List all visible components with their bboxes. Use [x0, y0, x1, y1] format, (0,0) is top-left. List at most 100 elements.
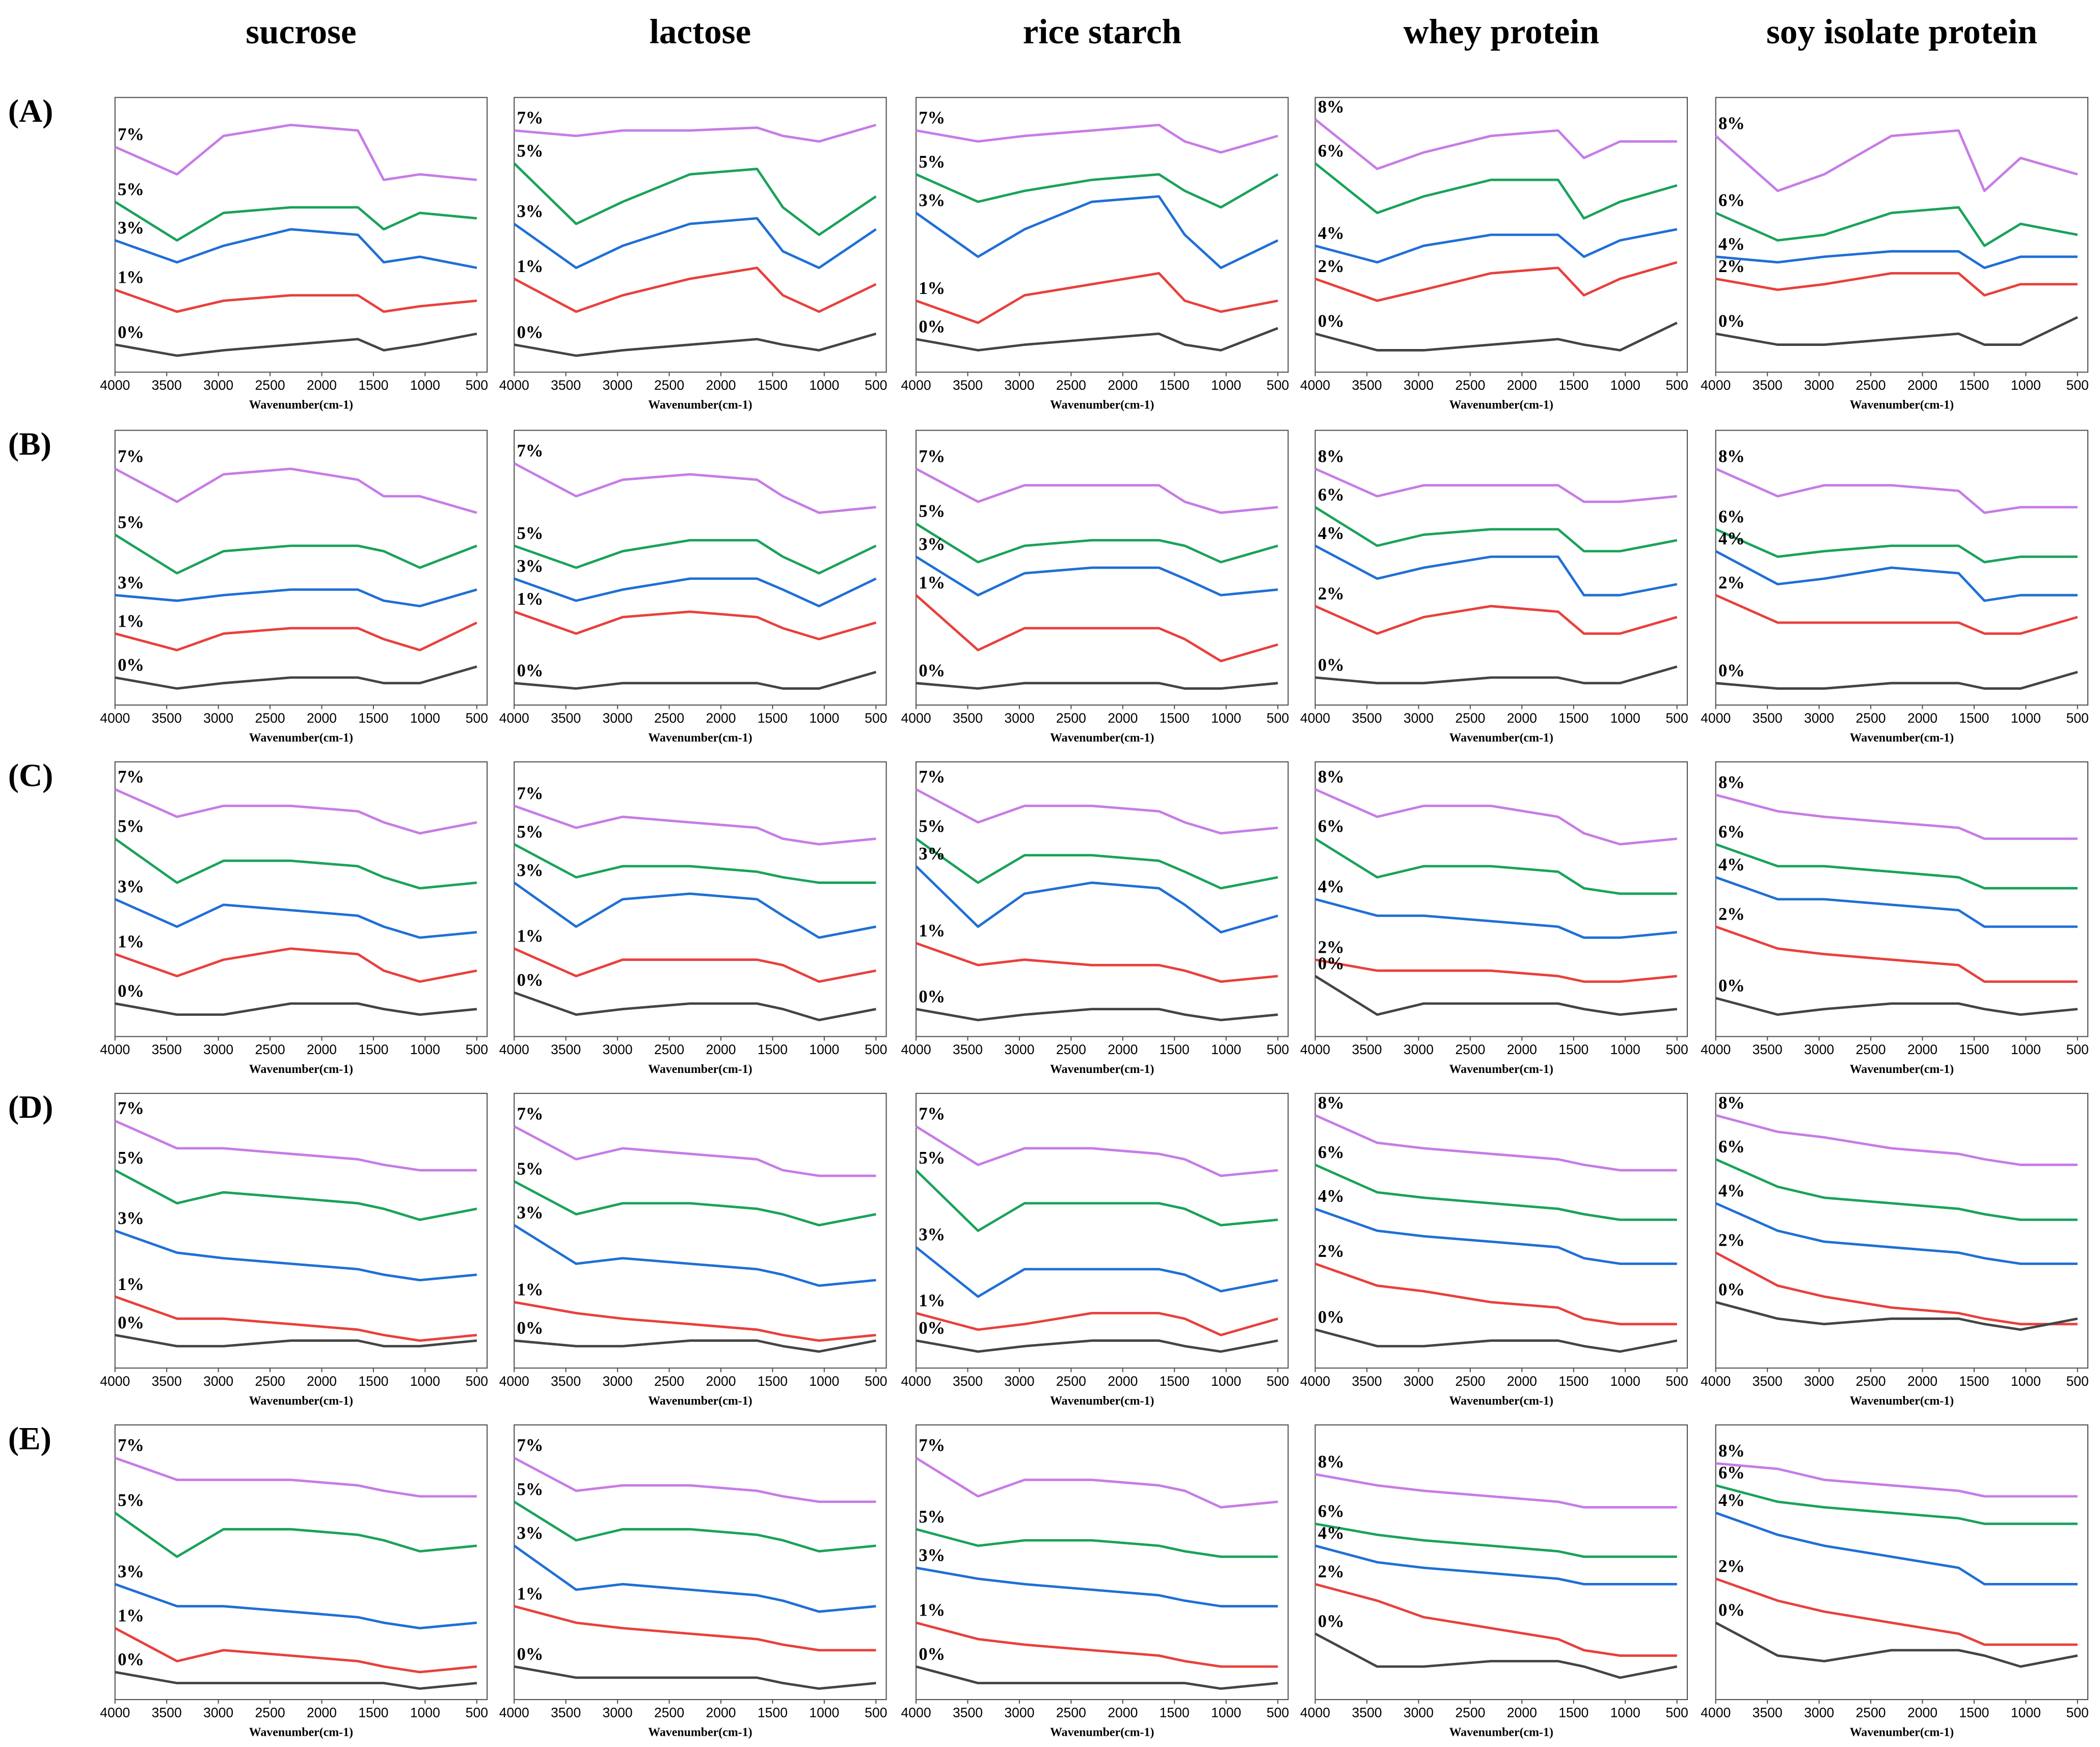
spectrum-line [114, 288, 477, 313]
x-tick-label: 500 [2066, 710, 2089, 725]
series-label: 6% [1718, 1463, 1745, 1483]
spectrum-line [1314, 1262, 1677, 1326]
x-tick-label: 2500 [255, 710, 285, 725]
series-label: 1% [517, 927, 544, 946]
x-tick-label: 500 [865, 710, 887, 725]
x-tick-label: 1000 [809, 1042, 839, 1057]
x-axis-label: Wavenumber(cm-1) [648, 398, 752, 412]
spectrum-line [916, 1339, 1278, 1353]
x-tick-label: 1500 [758, 1374, 788, 1389]
column-title: soy isolate protein [1766, 12, 2037, 51]
x-tick-label: 2000 [307, 710, 337, 725]
series-label: 5% [517, 524, 544, 543]
spectrum-line [915, 468, 1278, 514]
x-tick-label: 500 [1267, 710, 1289, 725]
spectrum-line [1315, 958, 1677, 983]
spectrum-line [915, 838, 1278, 890]
x-tick-label: 1500 [1959, 1042, 1989, 1057]
x-tick-label: 2000 [1507, 1374, 1537, 1389]
spectrum-line [1715, 272, 2078, 297]
x-tick-label: 3000 [1004, 710, 1034, 725]
x-tick-label: 1500 [1160, 710, 1190, 725]
series-label: 3% [118, 1208, 144, 1228]
x-tick-label: 2000 [706, 1705, 736, 1720]
plot-frame [1314, 1424, 1688, 1701]
x-tick-label: 4000 [1701, 1705, 1731, 1720]
x-tick-label: 2000 [1108, 1042, 1138, 1057]
x-tick-label: 500 [2066, 378, 2089, 393]
x-tick-label: 500 [1267, 1374, 1289, 1389]
x-tick-label: 3000 [1004, 378, 1034, 393]
series-label: 7% [517, 109, 544, 128]
x-tick-label: 3500 [551, 1705, 581, 1720]
x-tick-label: 2000 [706, 378, 736, 393]
series-label: 6% [1718, 507, 1745, 526]
series-label: 0% [919, 1645, 945, 1664]
x-tick-label: 500 [466, 710, 488, 725]
spectrum-line [1314, 788, 1677, 846]
x-tick-label: 3500 [1753, 378, 1783, 393]
x-tick-label: 4000 [499, 1042, 529, 1057]
x-axis-label: Wavenumber(cm-1) [249, 1726, 353, 1739]
x-axis-label: Wavenumber(cm-1) [1449, 1063, 1553, 1076]
series-label: 4% [1318, 1524, 1344, 1543]
series-label: 1% [118, 932, 144, 952]
x-tick-label: 500 [1666, 1042, 1688, 1057]
x-tick-label: 500 [865, 1042, 887, 1057]
x-tick-label: 3500 [152, 1374, 182, 1389]
series-label: 5% [118, 1491, 144, 1510]
x-tick-label: 2500 [1056, 1374, 1086, 1389]
x-axis-label: Wavenumber(cm-1) [1850, 1394, 1954, 1408]
series-label: 0% [919, 317, 945, 337]
x-tick-label: 3000 [203, 378, 233, 393]
series-label: 4% [1718, 855, 1745, 875]
x-tick-label: 3000 [1404, 1042, 1434, 1057]
spectrum-line [916, 1528, 1278, 1558]
row-label: (B) [8, 425, 51, 462]
x-tick-label: 2500 [1856, 1042, 1886, 1057]
x-tick-label: 1500 [1558, 1042, 1589, 1057]
x-tick-label: 1000 [410, 1042, 440, 1057]
x-tick-label: 3500 [551, 1042, 581, 1057]
x-tick-label: 2500 [654, 1374, 684, 1389]
x-tick-label: 3000 [203, 1042, 233, 1057]
x-tick-label: 3500 [1352, 1705, 1382, 1720]
spectrum-line [1715, 670, 2078, 690]
series-label: 5% [919, 1148, 945, 1168]
spectrum-line [114, 1229, 477, 1281]
spectrum-line [114, 467, 477, 514]
x-tick-label: 2000 [1108, 1705, 1138, 1720]
spectrum-line [514, 843, 876, 884]
x-tick-label: 3000 [1804, 378, 1834, 393]
spectrum-line [1314, 975, 1677, 1016]
series-label: 0% [1718, 661, 1745, 680]
x-tick-label: 4000 [901, 1042, 931, 1057]
x-tick-label: 2000 [1507, 1042, 1537, 1057]
spectrum-line [1715, 876, 2078, 928]
x-tick-label: 4000 [499, 1705, 529, 1720]
x-tick-label: 1500 [1959, 378, 1989, 393]
series-label: 5% [919, 502, 945, 521]
spectrum-line [915, 195, 1279, 270]
x-tick-label: 3500 [551, 710, 581, 725]
x-tick-label: 500 [2066, 1374, 2089, 1389]
series-label: 0% [118, 1313, 144, 1332]
spectrum-line [114, 228, 477, 270]
series-label: 0% [517, 1319, 544, 1338]
x-tick-label: 500 [865, 1705, 887, 1720]
spectrum-line [114, 1512, 477, 1558]
x-tick-label: 1500 [758, 1042, 788, 1057]
spectrum-line [1715, 467, 2078, 514]
x-tick-label: 2500 [1455, 710, 1485, 725]
x-axis-label: Wavenumber(cm-1) [648, 732, 752, 745]
series-label: 8% [1718, 447, 1745, 466]
spectrum-line [1314, 838, 1677, 895]
x-tick-label: 3000 [1404, 1705, 1434, 1720]
x-tick-label: 500 [1666, 710, 1688, 725]
column-title: sucrose [246, 12, 356, 51]
series-label: 4% [1718, 1181, 1745, 1200]
series-label: 8% [1318, 767, 1344, 787]
series-label: 0% [1718, 976, 1745, 996]
x-tick-label: 1500 [758, 378, 788, 393]
x-tick-label: 3500 [1753, 1374, 1783, 1389]
